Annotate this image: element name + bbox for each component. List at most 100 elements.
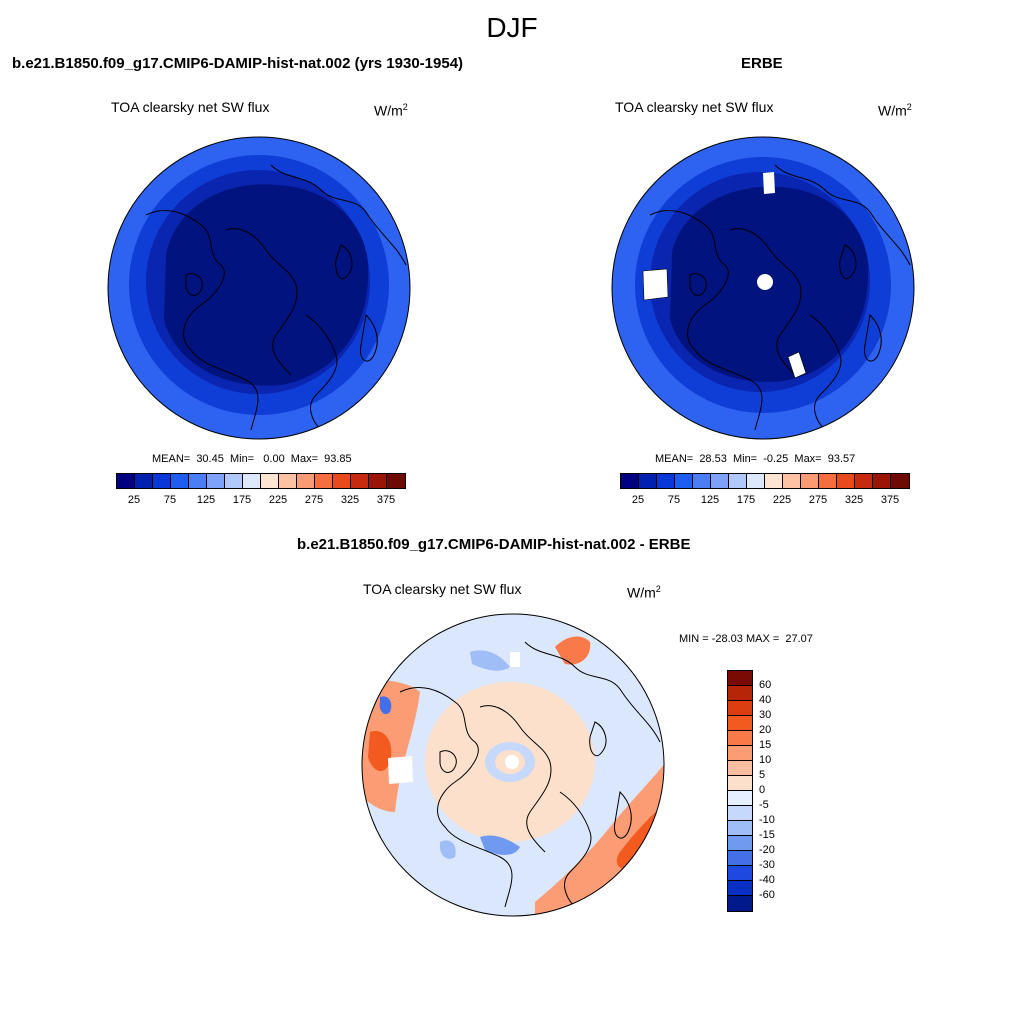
colorbar-label: -10: [759, 814, 775, 826]
coastline: [399, 687, 513, 908]
colorbar-swatch: [783, 474, 801, 488]
colorbar-swatch: [728, 851, 752, 866]
coastline: [649, 210, 763, 431]
colorbar-swatch: [171, 474, 189, 488]
colorbar-swatch: [728, 896, 752, 911]
colorbar-swatch: [369, 474, 387, 488]
colorbar-swatch: [819, 474, 837, 488]
colorbar-label: -40: [759, 874, 775, 886]
colorbar-label: 375: [376, 494, 396, 506]
colorbar-swatch: [675, 474, 693, 488]
diff-negative-region: [480, 835, 520, 855]
coastline: [613, 790, 632, 839]
colorbar-label: 225: [268, 494, 288, 506]
diff-negative-region: [470, 650, 510, 671]
model-stats: MEAN= 30.45 Min= 0.00 Max= 93.85: [152, 453, 352, 465]
diff-panel-title: b.e21.B1850.f09_g17.CMIP6-DAMIP-hist-nat…: [297, 536, 691, 553]
colorbar-label: 5: [759, 769, 766, 781]
colorbar-swatch: [279, 474, 297, 488]
colorbar-label: 25: [127, 494, 141, 506]
diff-positive-region: [555, 636, 591, 665]
obs-panel-title: ERBE: [741, 55, 783, 72]
colorbar-swatch: [728, 746, 752, 761]
diff-colorbar-labels: 60 40 30 20 15 10 5 0 -5 -10 -15 -20 -30 -40 -60: [759, 670, 799, 910]
colorbar-swatch: [728, 731, 752, 746]
obs-colorbar: [620, 473, 910, 489]
model-panel-title: b.e21.B1850.f09_g17.CMIP6-DAMIP-hist-nat…: [12, 55, 464, 72]
model-units-label: W/m2: [374, 102, 408, 119]
colorbar-label: 175: [736, 494, 756, 506]
colorbar-label: -30: [759, 859, 775, 871]
abs-core-region: [164, 184, 369, 386]
colorbar-swatch: [657, 474, 675, 488]
missing-data-patch: [510, 652, 520, 667]
obs-stats: MEAN= 28.53 Min= -0.25 Max= 93.57: [655, 453, 856, 465]
colorbar-label: 15: [759, 739, 772, 751]
colorbar-swatch: [728, 776, 752, 791]
model-polar-map: [107, 136, 411, 440]
colorbar-swatch: [729, 474, 747, 488]
model-colorbar: [116, 473, 406, 489]
diff-stats: MIN = -28.03 MAX = 27.07: [679, 633, 813, 645]
coastline: [479, 705, 552, 853]
coastline: [225, 228, 298, 376]
coastline: [359, 313, 378, 362]
colorbar-swatch: [351, 474, 369, 488]
colorbar-swatch: [728, 701, 752, 716]
missing-data-patch: [763, 172, 775, 194]
missing-data-patch: [388, 756, 413, 784]
colorbar-swatch: [837, 474, 855, 488]
colorbar-swatch: [801, 474, 819, 488]
colorbar-label: 20: [759, 724, 772, 736]
colorbar-label: 25: [631, 494, 645, 506]
colorbar-swatch: [639, 474, 657, 488]
colorbar-swatch: [855, 474, 873, 488]
coastline: [589, 721, 607, 757]
colorbar-swatch: [728, 761, 752, 776]
colorbar-swatch: [728, 881, 752, 896]
coastline: [774, 164, 911, 266]
colorbar-swatch: [207, 474, 225, 488]
colorbar-label: -5: [759, 799, 769, 811]
colorbar-swatch: [765, 474, 783, 488]
coastline: [559, 791, 592, 908]
colorbar-swatch: [728, 836, 752, 851]
colorbar-label: 60: [759, 679, 772, 691]
diff-polar-map: [361, 613, 665, 917]
model-colorbar-labels: 25 75 125 175 225 275 325 375: [116, 494, 404, 508]
obs-polar-map: [611, 136, 915, 440]
coastline: [270, 164, 407, 266]
colorbar-label: 275: [304, 494, 324, 506]
missing-data-patch: [642, 268, 669, 301]
colorbar-swatch: [728, 671, 752, 686]
colorbar-swatch: [225, 474, 243, 488]
colorbar-swatch: [297, 474, 315, 488]
colorbar-label: 125: [700, 494, 720, 506]
colorbar-swatch: [728, 686, 752, 701]
diff-negative-region: [440, 840, 456, 859]
colorbar-swatch: [261, 474, 279, 488]
colorbar-swatch: [693, 474, 711, 488]
diff-units-label: W/m2: [627, 584, 661, 601]
obs-colorbar-labels: 25 75 125 175 225 275 325 375: [620, 494, 908, 508]
colorbar-swatch: [728, 791, 752, 806]
coastline: [439, 750, 457, 773]
colorbar-label: 40: [759, 694, 772, 706]
colorbar-label: 225: [772, 494, 792, 506]
colorbar-swatch: [135, 474, 153, 488]
model-variable-label: TOA clearsky net SW flux: [111, 99, 270, 115]
diff-negative-region: [379, 696, 392, 715]
colorbar-label: 325: [844, 494, 864, 506]
missing-data-patch: [757, 274, 773, 290]
colorbar-swatch: [728, 866, 752, 881]
coastline: [689, 273, 707, 296]
colorbar-swatch: [189, 474, 207, 488]
coastline: [524, 641, 661, 743]
colorbar-swatch: [117, 474, 135, 488]
colorbar-swatch: [243, 474, 261, 488]
colorbar-swatch: [315, 474, 333, 488]
colorbar-label: -20: [759, 844, 775, 856]
missing-data-patch: [787, 351, 807, 379]
coastline: [305, 314, 338, 431]
colorbar-label: 75: [163, 494, 177, 506]
